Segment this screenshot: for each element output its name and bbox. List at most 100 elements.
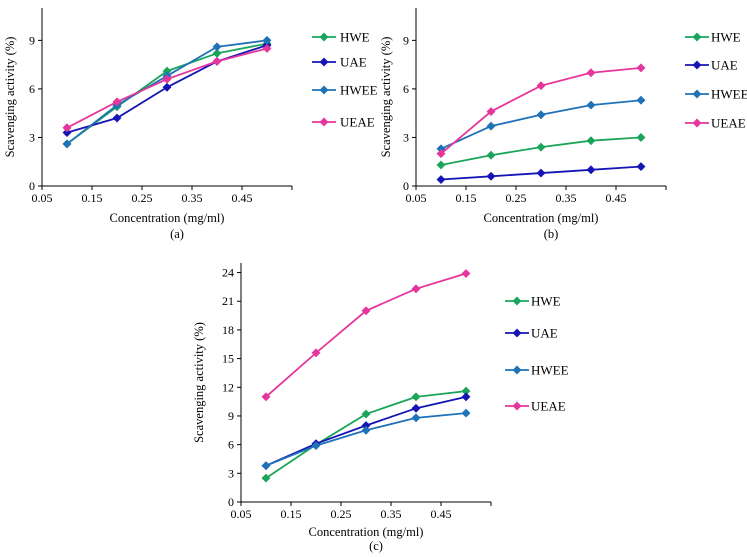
data-point-ueae [586, 68, 596, 78]
x-tick-label: 0.15 [456, 191, 477, 205]
data-point-uae [411, 403, 421, 413]
data-point-hwee [411, 413, 421, 423]
panel-label: (b) [544, 227, 559, 241]
x-tick-label: 0.25 [506, 191, 527, 205]
legend-marker-hwee [319, 85, 329, 95]
data-point-hwe [261, 473, 271, 483]
y-tick-label: 0 [403, 179, 409, 193]
data-point-ueae [461, 268, 471, 279]
legend-label-hwe: HWE [340, 30, 370, 45]
data-point-ueae [62, 123, 72, 133]
x-tick-label: 0.15 [281, 507, 302, 521]
x-tick-label: 0.35 [182, 191, 203, 205]
y-tick-label: 0 [29, 179, 35, 193]
data-point-hwee [62, 139, 72, 149]
data-point-hwe [636, 132, 646, 143]
data-point-ueae [411, 284, 421, 294]
series-line-hwee [440, 99, 642, 150]
x-tick-label: 0.45 [606, 191, 627, 205]
data-point-hwee [212, 42, 222, 52]
legend-marker-uae [692, 60, 702, 70]
data-point-hwee [311, 441, 321, 451]
x-axis-title: Concentration (mg/ml) [110, 211, 225, 225]
x-tick-label: 0.45 [431, 507, 452, 521]
data-point-hwe [436, 160, 446, 170]
x-tick-label: 0.35 [556, 191, 577, 205]
x-tick-label: 0.15 [82, 191, 103, 205]
legend-label-uae: UAE [711, 58, 738, 73]
data-point-uae [436, 174, 446, 185]
y-tick-label: 0 [228, 495, 234, 509]
legend-label-hwe: HWE [711, 30, 741, 45]
y-tick-label: 3 [403, 130, 409, 144]
panel-label: (c) [369, 539, 383, 553]
y-tick-label: 21 [222, 294, 234, 308]
data-point-hwee [636, 95, 646, 105]
data-point-hwee [486, 121, 496, 131]
legend-marker-uae [319, 57, 329, 67]
data-point-hwe [361, 409, 371, 419]
data-point-uae [162, 82, 172, 92]
legend-label-ueae: UEAE [531, 399, 566, 414]
legend-marker-ueae [512, 401, 522, 411]
data-point-ueae [261, 392, 271, 402]
y-tick-label: 15 [222, 352, 234, 366]
data-point-uae [62, 128, 72, 138]
legend-label-uae: UAE [531, 326, 558, 341]
data-point-ueae [361, 306, 371, 316]
y-tick-label: 6 [403, 82, 409, 96]
panel-label: (a) [170, 227, 184, 241]
data-point-uae [112, 113, 122, 123]
data-point-ueae [436, 149, 446, 159]
y-tick-label: 9 [228, 409, 234, 423]
legend-label-ueae: UEAE [340, 115, 375, 130]
x-tick-label: 0.05 [406, 191, 427, 205]
y-tick-label: 12 [222, 380, 234, 394]
data-point-uae [586, 165, 596, 175]
legend-marker-hwe [512, 296, 522, 306]
series-line-ueae [265, 272, 467, 398]
data-point-hwe [586, 136, 596, 146]
x-tick-label: 0.35 [381, 507, 402, 521]
legend-marker-ueae [319, 117, 329, 127]
data-point-uae [486, 171, 496, 181]
data-point-hwee [586, 100, 596, 110]
data-point-uae [461, 392, 471, 402]
x-tick-label: 0.45 [232, 191, 253, 205]
data-point-ueae [212, 56, 222, 66]
legend-label-hwee: HWEE [340, 83, 378, 98]
x-axis-title: Concentration (mg/ml) [309, 525, 424, 539]
x-tick-label: 0.25 [331, 507, 352, 521]
y-axis-title: Scavenging activity (%) [192, 322, 206, 443]
legend-marker-hwe [692, 32, 702, 42]
legend-marker-ueae [692, 118, 702, 128]
chart-a: 0 3 6 9 0.05 0.15 0.25 0.35 0.45 Concentration (m… [3, 8, 378, 241]
legend-marker-hwee [512, 365, 522, 375]
legend-label-hwe: HWE [531, 294, 561, 309]
chart-c: 0 3 6 9 12 15 18 21 24 0.05 0.15 0.25 0.35 0.45 Concen… [192, 263, 569, 553]
y-tick-label: 6 [228, 438, 234, 452]
data-point-ueae [536, 81, 546, 91]
legend-label-hwee: HWEE [711, 87, 747, 102]
y-tick-label: 3 [29, 130, 35, 144]
y-axis-title: Scavenging activity (%) [3, 37, 17, 158]
x-axis-title: Concentration (mg/ml) [484, 211, 599, 225]
legend-marker-uae [512, 328, 522, 338]
data-point-uae [636, 162, 646, 172]
x-tick-label: 0.05 [231, 507, 252, 521]
data-point-ueae [112, 97, 122, 107]
data-point-ueae [486, 107, 496, 117]
data-point-ueae [636, 63, 646, 73]
x-tick-label: 0.25 [132, 191, 153, 205]
legend-marker-hwee [692, 89, 702, 99]
y-tick-label: 6 [29, 82, 35, 96]
legend-label-uae: UAE [340, 55, 367, 70]
y-tick-label: 24 [222, 266, 234, 280]
data-point-ueae [262, 43, 272, 54]
chart-b: 0 3 6 9 0.05 0.15 0.25 0.35 0.45 Concentration (m… [379, 8, 747, 241]
legend-label-ueae: UEAE [711, 116, 746, 131]
data-point-hwee [536, 110, 546, 120]
x-tick-label: 0.05 [32, 191, 53, 205]
series-line-hwe [66, 42, 268, 145]
